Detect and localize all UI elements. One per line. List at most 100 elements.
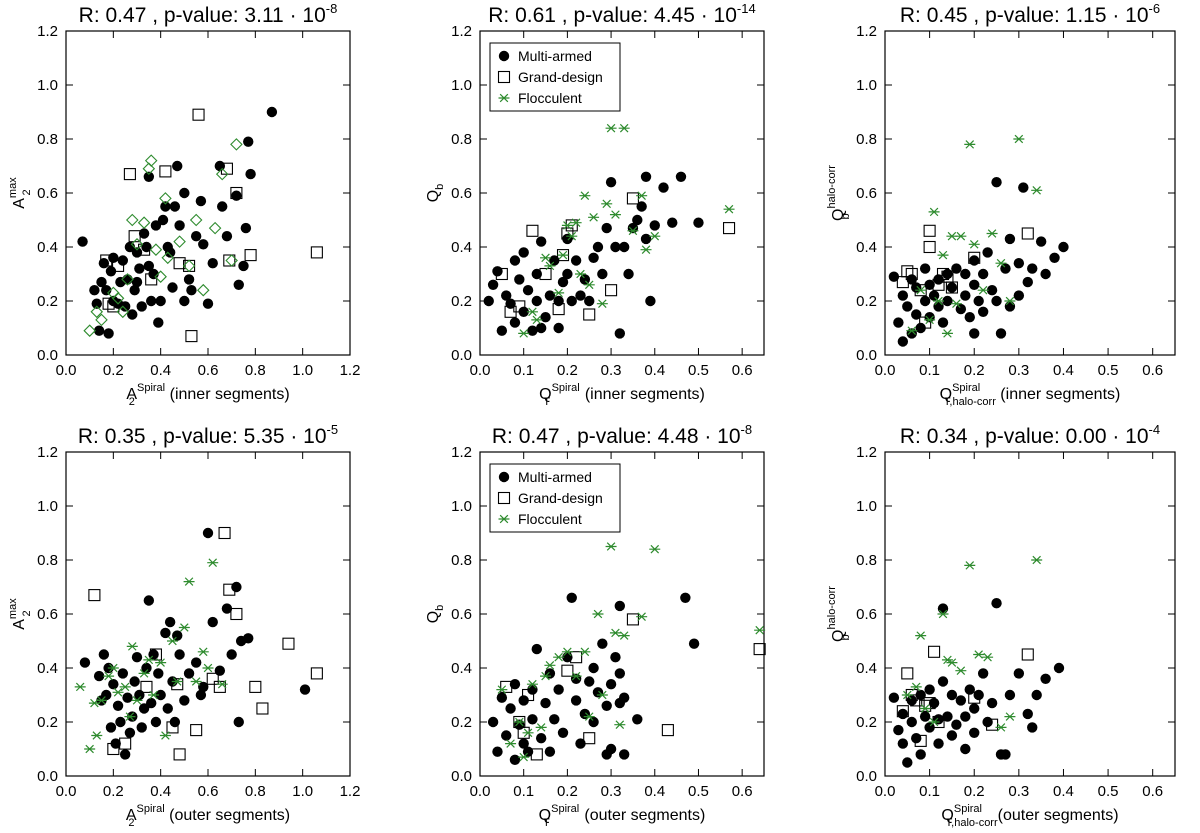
y-tick-label: 0.4 [37,660,58,677]
circle-point [483,295,494,307]
y-tick-label: 1.2 [856,23,877,40]
square-point [905,267,918,281]
circle-point [138,228,150,239]
asterisk-point [159,731,171,740]
asterisk-point [618,631,630,640]
asterisk-point [126,642,138,651]
square-point [244,249,257,262]
y-tick-label: 1.0 [451,77,472,94]
x-tick-label: 0.2 [964,362,985,379]
asterisk-point [950,299,962,308]
x-axis-label: QSpiral T,halo-corr(outer segments) [941,803,1118,828]
series-grand-design [896,224,1034,329]
circle-point [190,657,202,668]
asterisk-point [614,720,626,729]
square-point [173,257,186,270]
x-tick-label: 0.2 [557,362,578,379]
circle-point [509,317,521,328]
y-tick-label: 0.6 [37,606,58,623]
y-tick-label: 0.4 [37,239,58,256]
x-tick-label: 0.0 [470,783,491,800]
y-tick-label: 0.0 [451,347,472,364]
asterisk-point [148,690,160,700]
asterisk-point [601,199,613,209]
x-tick-label: 0.0 [56,783,77,800]
circle-point [509,679,521,690]
x-tick-label: 0.2 [557,783,578,800]
series-flocculent [906,134,1043,338]
asterisk-point [955,231,967,241]
asterisk-point [649,544,661,554]
circle-point [172,160,183,172]
circle-point [557,276,569,288]
series-multi-armed [487,592,700,765]
x-tick-label: 0.3 [601,362,622,379]
y-tick-label: 0.8 [856,131,877,148]
data-points [487,542,766,765]
circle-point [531,295,542,307]
circle-point [195,195,207,207]
circle-point [487,279,499,290]
legend-item: Flocculent [498,511,582,527]
asterisk-point [202,663,214,673]
chart-title: R: 0.34 , p-value: 0.00 · 10-4 [900,422,1160,448]
circle-point [1027,722,1038,733]
asterisk-point [583,712,595,721]
asterisk-point [1004,296,1016,306]
y-tick-label: 0.8 [37,131,58,148]
circle-point [1049,252,1060,263]
diamond-point [154,270,167,283]
circle-point [888,692,900,703]
circle-point [146,295,157,307]
square-point [218,526,231,540]
legend: Multi-armed Grand-design Flocculent [489,463,621,533]
asterisk-point [919,704,931,713]
x-axis-label: ASpiral 2 (outer segments) [126,803,290,828]
asterisk-point [96,696,107,705]
circle-point [1013,258,1025,269]
diamond-point [90,305,104,319]
circle-point [527,714,538,725]
circle-point [960,711,971,722]
y-tick-label: 0.4 [856,660,877,677]
asterisk-point [901,690,913,700]
circle-point [588,662,599,674]
legend: Multi-armed Grand-design Flocculent [489,42,621,112]
circle-point [964,684,975,695]
circle-point [124,727,136,738]
circle-point [1040,673,1051,684]
asterisk-point [977,285,989,295]
asterisk-point [155,658,167,667]
circle-point [902,757,913,768]
circle-point [614,697,626,709]
diamond-point [189,213,203,227]
circle-point [160,627,171,639]
circle-point [649,220,660,231]
square-point [223,583,236,596]
asterisk-point [557,250,569,260]
circle-point [266,106,278,118]
asterisk-point [518,752,530,762]
circle-point [982,247,993,258]
square-point [190,724,203,737]
legend-item: Grand-design [497,490,603,506]
square-point [249,680,262,693]
circle-point [964,312,975,323]
asterisk-point [910,682,922,692]
circle-point [131,276,143,288]
x-tick-label: 0.0 [875,783,896,800]
square-point [149,648,162,661]
y-tick-label: 0.4 [451,660,472,677]
asterisk-point [596,690,608,700]
circle-point [93,325,105,336]
circle-point [575,290,586,301]
asterisk-point [544,261,556,271]
circle-point [93,670,105,682]
square-point [310,246,323,259]
asterisk-point [955,666,967,675]
circle-point [186,285,197,296]
circle-point [986,285,998,296]
circle-point [527,325,538,336]
chart-title: R: 0.45 , p-value: 1.15 · 10-6 [900,1,1160,27]
square-point [928,645,941,658]
